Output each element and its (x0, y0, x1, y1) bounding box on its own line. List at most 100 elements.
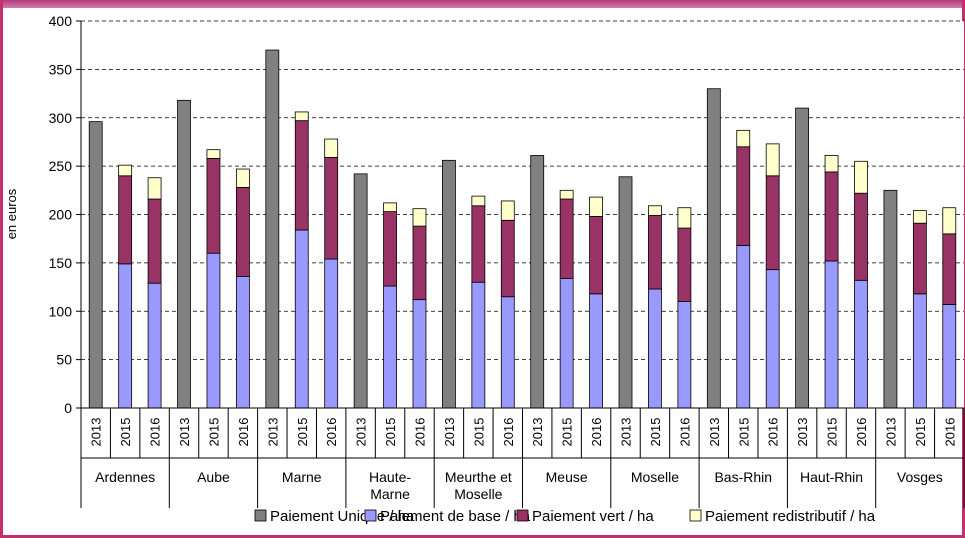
category-label: Bas-Rhin (714, 469, 772, 485)
bar-segment (589, 216, 603, 295)
bar-segment (471, 205, 486, 283)
bar-segment (147, 177, 162, 200)
x-year-label: 2016 (942, 418, 957, 447)
legend-label: Paiement vert / ha (532, 508, 654, 525)
bar-segment (383, 285, 397, 409)
legend-swatch (254, 509, 267, 522)
category-label-line: Haute- (369, 469, 411, 485)
y-tick-label: 50 (56, 352, 72, 368)
category-label-line: Meuse (546, 469, 588, 485)
bar-segment (854, 160, 868, 194)
y-tick-label: 350 (49, 61, 73, 77)
bar-segment (235, 276, 250, 409)
category-label: Meuse (546, 469, 588, 485)
bar-segment (471, 195, 486, 207)
x-year-label: 2013 (530, 418, 545, 447)
bar-segment (795, 107, 810, 409)
category-label: Marne (282, 469, 322, 485)
bar-segment (383, 211, 397, 287)
bar-segment (854, 279, 868, 409)
bar-segment (648, 288, 662, 409)
legend-label: Paiement Unique / ha (270, 508, 415, 525)
x-year-label: 2015 (825, 418, 840, 447)
x-year-label: 2016 (677, 418, 692, 447)
bar-segment (324, 138, 339, 158)
bar-segment (648, 205, 662, 216)
x-year-label: 2016 (589, 418, 604, 447)
bar-segment (118, 175, 133, 265)
bar-segment (765, 143, 780, 177)
bar-segment (824, 171, 839, 262)
bar-segment (736, 245, 751, 409)
bar-segment (412, 208, 427, 227)
bar-segment (942, 304, 957, 409)
bar-segment (530, 155, 545, 409)
y-tick-label: 400 (49, 13, 73, 29)
x-year-label: 2016 (236, 418, 251, 447)
category-label: Ardennes (95, 469, 155, 485)
bar-segment (324, 258, 339, 409)
bar-segment (942, 233, 957, 305)
x-year-label: 2015 (383, 418, 398, 447)
x-year-label: 2016 (766, 418, 781, 447)
x-year-label: 2016 (324, 418, 339, 447)
x-year-label: 2015 (913, 418, 928, 447)
x-year-label: 2016 (148, 418, 163, 447)
x-year-label: 2015 (118, 418, 133, 447)
bar-segment (324, 157, 339, 260)
legend-swatch (364, 509, 377, 522)
y-tick-label: 200 (49, 207, 73, 223)
x-year-label: 2015 (648, 418, 663, 447)
y-tick-label: 300 (49, 110, 73, 126)
category-label: Aube (197, 469, 230, 485)
bar-segment (559, 189, 574, 200)
bar-segment (500, 296, 515, 409)
y-tick-label: 100 (49, 303, 73, 319)
category-label-line: Moselle (631, 469, 679, 485)
bar-segment (147, 282, 162, 409)
x-year-label: 2013 (89, 418, 104, 447)
bar-segment (912, 222, 927, 295)
y-tick-label: 0 (64, 400, 72, 416)
bar-segment (118, 263, 133, 409)
top-accent-bar (0, 0, 965, 8)
category-label: Haut-Rhin (800, 469, 863, 485)
category-label: Haute-Marne (369, 469, 411, 502)
category-label-line: Moselle (454, 486, 502, 502)
bar-segment (824, 260, 839, 409)
bar-segment (677, 227, 692, 302)
y-tick-label: 250 (49, 158, 73, 174)
y-axis-label: en euros (4, 188, 19, 239)
bar-segment (500, 219, 515, 298)
x-year-label: 2013 (442, 418, 457, 447)
bar-segment (706, 88, 721, 409)
category-label-line: Marne (370, 486, 410, 502)
bar-segment (854, 192, 868, 281)
x-year-label: 2013 (795, 418, 810, 447)
bar-segment (589, 196, 603, 217)
bar-segment (412, 299, 427, 409)
bar-segment (235, 187, 250, 277)
bar-segment (442, 159, 456, 409)
bar-segment (265, 49, 280, 409)
bar-segment (206, 252, 221, 409)
bar-segment (677, 207, 692, 229)
category-label-line: Marne (282, 469, 322, 485)
x-year-label: 2016 (501, 418, 516, 447)
legend-label: Paiement de base / ha (380, 508, 531, 525)
bar-segment (765, 175, 780, 271)
x-year-label: 2013 (619, 418, 634, 447)
x-year-label: 2013 (354, 418, 369, 447)
bar-segment (383, 202, 397, 212)
category-label: Meurthe et Moselle (445, 469, 512, 502)
x-year-label: 2015 (560, 418, 575, 447)
x-year-label: 2013 (177, 418, 192, 447)
x-year-label: 2016 (854, 418, 869, 447)
bar-segment (147, 198, 162, 284)
legend-swatch (516, 509, 529, 522)
category-label-line: Ardennes (95, 469, 155, 485)
bar-segment (648, 215, 662, 290)
bar-segment (353, 173, 368, 409)
bar-segment (942, 207, 957, 235)
